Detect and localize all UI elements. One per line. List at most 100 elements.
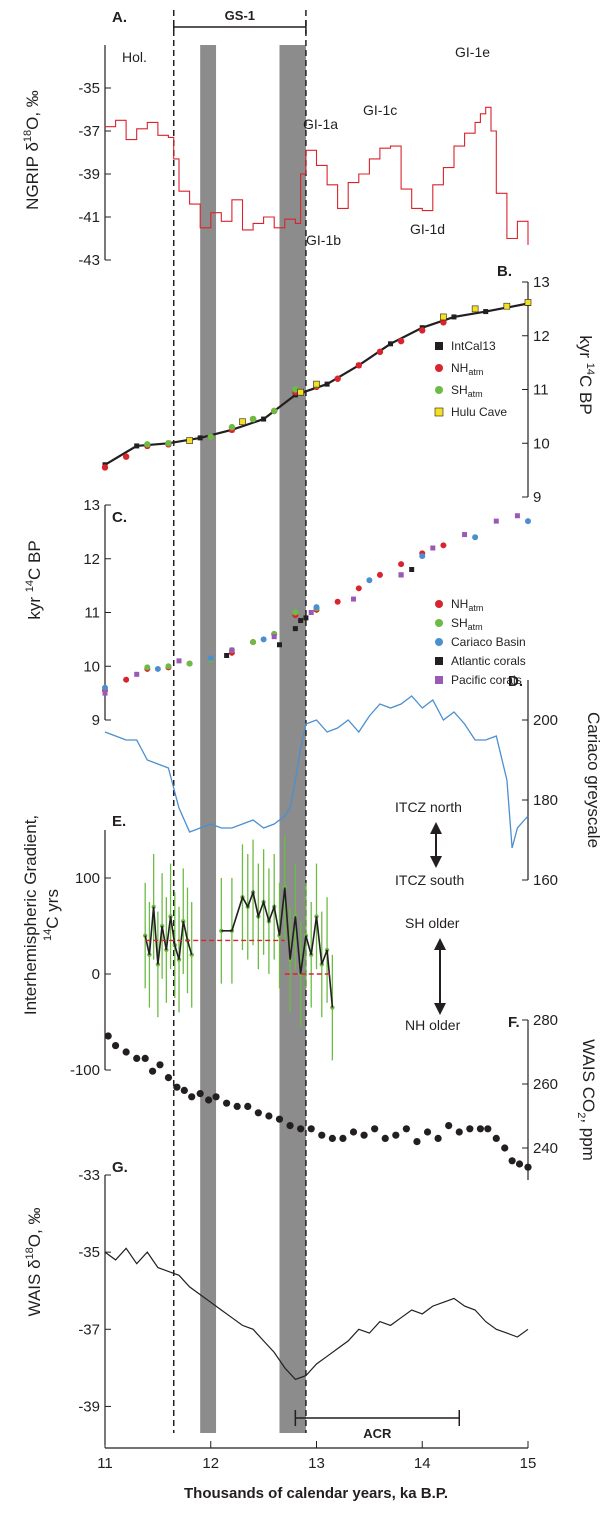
panel-f-point [122, 1048, 130, 1056]
legend-c-marker-4 [435, 676, 443, 684]
panel-f-point [275, 1115, 284, 1123]
panel-c-series-3-point [224, 653, 230, 658]
legend-b-label-base: IntCal13 [451, 339, 496, 353]
panel-b-series-2-point [292, 386, 299, 393]
panel-a-y-tick-label-2: -39 [78, 166, 100, 183]
panel-c-series-3-point [409, 567, 415, 572]
panel-b-series-1-point [376, 348, 384, 356]
legend-c-label-base: NH [451, 597, 468, 611]
panel-c-series-4-point [493, 518, 499, 524]
panel-a-y-tick-label-0: -35 [78, 80, 100, 97]
legend-c-label-4: Pacific corals [451, 673, 522, 687]
x-tick-label-0: 11 [97, 1455, 113, 1472]
panel-b-series-1-point [397, 337, 405, 345]
legend-b-marker-3 [434, 407, 444, 417]
panel-a-series [105, 106, 529, 245]
panel-b-hulu-point [297, 388, 304, 396]
panel-g-letter: G. [112, 1159, 128, 1176]
panel-f-point [156, 1061, 164, 1069]
panel-c-series-0-point [123, 676, 130, 683]
panel-b-y-tick-label-1: 10 [533, 435, 550, 452]
panel-a-letter: A. [112, 9, 127, 26]
panel-c-series-3-point [276, 642, 282, 648]
panel-d-series [104, 695, 529, 849]
panel-f-point [148, 1067, 157, 1075]
panel-f-point [133, 1054, 141, 1062]
panel-c-series-2-point [102, 684, 108, 691]
panel-e-annotation-1: NH older [405, 1017, 461, 1033]
panel-f-point [360, 1131, 368, 1139]
panel-c-series-4-point [102, 690, 108, 696]
x-tick-label-1: 12 [202, 1455, 219, 1472]
panel-c-ylabel-suffix: C BP [25, 540, 44, 580]
panel-f-point [173, 1083, 181, 1091]
panel-c-series-4-point [308, 610, 314, 615]
panel-g-ylabel-suffix: O, ‰ [25, 1208, 44, 1248]
legend-c-marker-3 [435, 657, 443, 665]
legend-b-marker-0 [435, 342, 443, 350]
legend-c-label-sub: atm [468, 622, 483, 632]
legend-c-label-1: SHatm [451, 616, 483, 632]
legend-c-label-sub: atm [468, 603, 483, 613]
acr-label: ACR [363, 1426, 392, 1441]
panel-e-ylabel-sup: 14 [42, 929, 54, 941]
panel-b-series-1-point [122, 453, 130, 460]
panel-b-hulu-point [239, 418, 246, 426]
legend-c-marker-0 [435, 600, 443, 608]
panel-b-series-1-point [440, 319, 447, 326]
panel-g-ylabel: WAIS δ18O, ‰ [24, 1208, 44, 1317]
panel-d-annotation-0: ITCZ north [395, 799, 462, 815]
panel-e-ylabel-line2: C yrs [43, 889, 62, 929]
panel-a-annotation-4: GI-1d [410, 221, 445, 237]
panel-a-ylabel-prefix: NGRIP δ [23, 142, 42, 210]
panel-e-y-tick-label-0: 100 [75, 870, 100, 887]
legend-c-label-base: SH [451, 616, 468, 630]
panel-c-series-2-point [472, 534, 479, 541]
panel-c-series-4-point [229, 647, 235, 653]
panel-c-series-2-point [154, 665, 161, 672]
panel-f-point [104, 1032, 112, 1040]
panel-f-point [111, 1042, 120, 1050]
panel-c-series-2-point [313, 604, 320, 611]
itcz-arrow-down-head [430, 856, 442, 868]
panel-a-y-tick-label-4: -43 [78, 252, 100, 269]
panel-c-y-tick-label-1: 10 [83, 658, 100, 675]
panel-f-point [223, 1099, 231, 1107]
panel-c-letter: C. [112, 509, 127, 526]
panel-b-hulu-point [524, 299, 532, 306]
panel-f-point [318, 1131, 326, 1139]
panel-f-point [492, 1134, 500, 1142]
panel-e-point [142, 933, 148, 938]
panel-b-intcal-point [197, 435, 203, 441]
panel-e: 100 0 -100 SH older NH older [70, 830, 461, 1079]
panel-a-y-tick-label-3: -41 [78, 209, 100, 226]
panel-f-point [434, 1134, 442, 1142]
panel-a-annotation-2: GI-1b [306, 232, 341, 248]
gradient-arrow-up-head [434, 938, 446, 950]
panel-e-ylabel: Interhemispheric Gradient, 14C yrs [21, 815, 62, 1015]
panel-b-hulu-point [471, 305, 479, 313]
panel-b-ylabel-suffix: C BP [576, 375, 595, 415]
panel-f-point [328, 1134, 336, 1142]
panel-c-series-2-point [207, 655, 214, 662]
panel-e-series-0 [144, 906, 193, 965]
panel-b-series-1-point [334, 375, 341, 382]
panel-c-ylabel-sup: 14 [24, 580, 36, 592]
panel-f-ylabel-suffix: , ppm [579, 1118, 598, 1161]
legend-b-label-base: Hulu Cave [451, 405, 507, 419]
panel-c-series-2-point [366, 577, 373, 584]
panel-d: 160 180 200 ITCZ north ITCZ south [104, 680, 558, 889]
legend-c-marker-1 [435, 619, 443, 627]
panel-b-series-2-point [271, 407, 278, 415]
legend-b-label-1: NHatm [451, 361, 483, 377]
x-tick-label-2: 13 [308, 1455, 325, 1472]
panel-f-y-tick-label-1: 260 [533, 1076, 558, 1093]
shaded-band-1 [279, 45, 306, 1433]
panel-c-series-4-point [271, 634, 277, 640]
panel-f-point [164, 1074, 173, 1082]
panel-f-point [188, 1093, 196, 1101]
panel-f-point [212, 1093, 220, 1101]
panel-f-point [445, 1122, 453, 1130]
x-tick-label-4: 15 [520, 1455, 537, 1472]
panel-d-letter: D. [508, 673, 523, 690]
